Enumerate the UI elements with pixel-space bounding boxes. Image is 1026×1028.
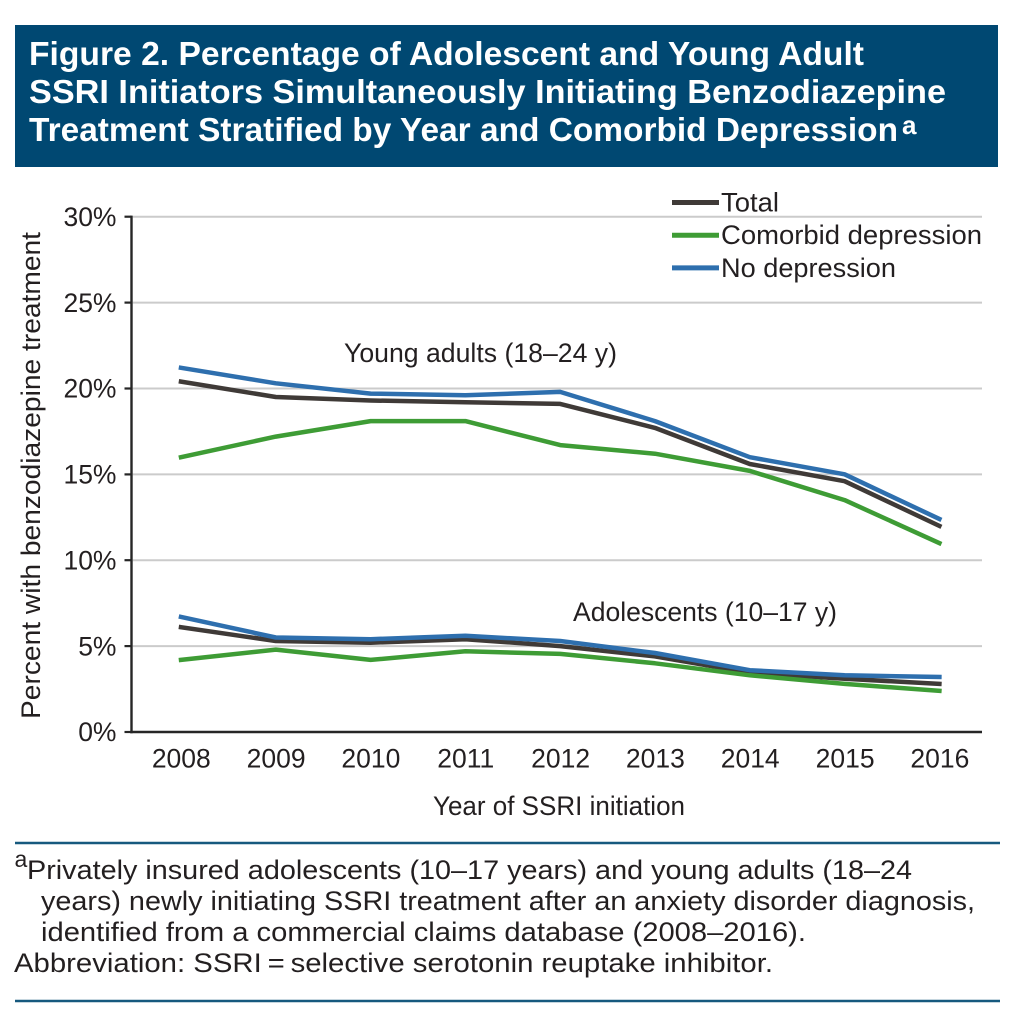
svg-text:2010: 2010 xyxy=(341,744,400,774)
svg-text:Privately insured adolescents: Privately insured adolescents (10–17 yea… xyxy=(27,855,912,885)
svg-text:5%: 5% xyxy=(78,631,116,661)
svg-text:Abbreviation: SSRI = selective: Abbreviation: SSRI = selective serotonin… xyxy=(14,948,773,978)
svg-text:a: a xyxy=(902,110,917,140)
svg-text:2009: 2009 xyxy=(247,744,306,774)
svg-text:2015: 2015 xyxy=(816,744,875,774)
svg-text:2014: 2014 xyxy=(721,744,780,774)
svg-text:20%: 20% xyxy=(63,374,116,404)
svg-text:a: a xyxy=(15,846,28,872)
svg-text:2008: 2008 xyxy=(152,744,211,774)
svg-text:2012: 2012 xyxy=(531,744,590,774)
svg-text:25%: 25% xyxy=(63,288,116,318)
svg-text:Comorbid depression: Comorbid depression xyxy=(721,220,982,250)
svg-text:2013: 2013 xyxy=(626,744,685,774)
svg-text:SSRI Initiators Simultaneously: SSRI Initiators Simultaneously Initiatin… xyxy=(29,74,946,111)
svg-text:years) newly initiating SSRI t: years) newly initiating SSRI treatment a… xyxy=(41,886,975,916)
svg-text:identified from a commercial c: identified from a commercial claims data… xyxy=(41,917,806,947)
svg-text:Year of SSRI initiation: Year of SSRI initiation xyxy=(433,791,685,821)
svg-text:No depression: No depression xyxy=(721,253,896,283)
svg-text:15%: 15% xyxy=(63,460,116,490)
svg-text:Total: Total xyxy=(721,188,779,218)
svg-text:Percent with benzodiazepine t: Percent with benzodiazepine treatment xyxy=(16,231,46,719)
svg-text:Adolescents (10–17 y): Adolescents (10–17 y) xyxy=(573,597,837,627)
svg-text:10%: 10% xyxy=(63,545,116,575)
svg-text:Young adults (18–24 y): Young adults (18–24 y) xyxy=(344,338,617,368)
svg-text:0%: 0% xyxy=(78,717,116,747)
svg-text:2011: 2011 xyxy=(437,744,494,774)
svg-text:Treatment Stratified by Year a: Treatment Stratified by Year and Comorbi… xyxy=(29,112,898,149)
svg-text:Figure 2. Percentage of Adoles: Figure 2. Percentage of Adolescent and Y… xyxy=(29,36,864,73)
svg-text:30%: 30% xyxy=(63,202,116,232)
svg-text:2016: 2016 xyxy=(910,744,969,774)
